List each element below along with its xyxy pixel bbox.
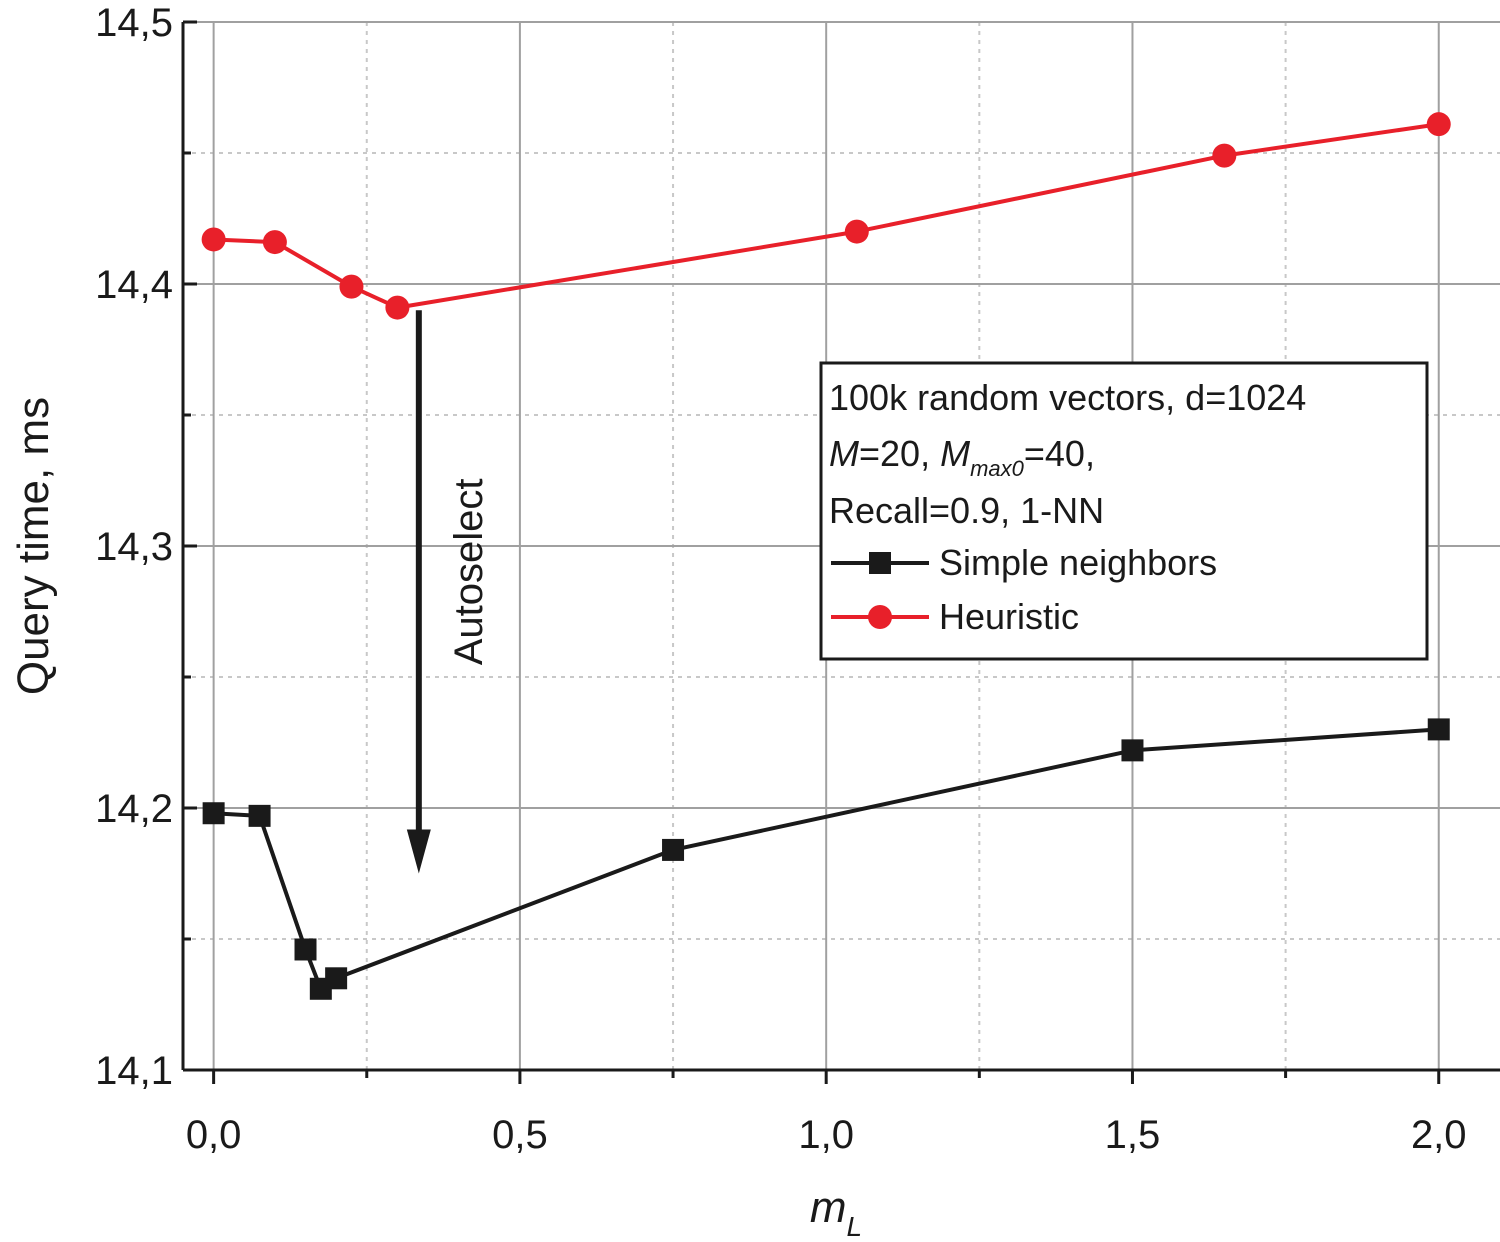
y-tick-label: 14,5 [95, 1, 173, 45]
x-tick-label: 0,5 [492, 1113, 548, 1157]
heuristic-point [844, 219, 869, 244]
legend-line-part: =40, [1024, 433, 1095, 474]
legend-line-part: M [940, 433, 970, 474]
legend-entry-label: Heuristic [939, 596, 1079, 637]
y-axis-title: Query time, ms [9, 397, 58, 695]
heuristic-point [339, 274, 364, 299]
simple-neighbors-point [1121, 739, 1144, 762]
series-layer [201, 112, 1451, 1000]
x-axis-title-main: m [810, 1183, 847, 1232]
x-tick-label: 0,0 [186, 1113, 242, 1157]
axis-titles: Query time, ms mL [9, 397, 862, 1242]
legend-line: M=20, Mmax0=40, [829, 433, 1095, 481]
annotation-arrow-head [406, 829, 431, 874]
legend: 100k random vectors, d=1024 M=20, Mmax0=4… [819, 361, 1429, 661]
annotation-layer: Autoselect [406, 310, 491, 874]
legend-line-part: max0 [970, 456, 1025, 481]
legend-line: 100k random vectors, d=1024 [829, 377, 1306, 418]
minor-grid [183, 22, 1500, 1070]
heuristic-point [1212, 143, 1237, 168]
legend-line-part: M [829, 433, 859, 474]
x-axis-title: mL [810, 1183, 862, 1242]
legend-line-part: 100k random vectors, d=1024 [829, 377, 1306, 418]
legend-line: Recall=0.9, 1-NN [829, 490, 1104, 531]
legend-swatch-simple-neighbors-marker [869, 552, 891, 574]
y-tick-label: 14,4 [95, 263, 173, 307]
simple-neighbors-point [202, 802, 225, 825]
heuristic-point [385, 295, 410, 320]
y-tick-label: 14,2 [95, 787, 173, 831]
annotation-label: Autoselect [447, 478, 491, 665]
simple-neighbors-point [325, 967, 348, 990]
heuristic-point [201, 227, 226, 252]
simple-neighbors-point [1427, 718, 1450, 741]
heuristic-point [1426, 112, 1451, 137]
y-tick-label: 14,1 [95, 1049, 173, 1093]
simple-neighbors-point [248, 804, 271, 827]
heuristic-point [262, 230, 287, 255]
legend-line-part: Recall=0.9, 1-NN [829, 490, 1104, 531]
x-tick-label: 1,0 [798, 1113, 854, 1157]
legend-swatch-heuristic-marker [868, 605, 892, 629]
ticks: 14,1 14,2 14,3 14,4 14,5 0,0 0,5 1,0 1,5 2,0 [95, 1, 1466, 1157]
simple-neighbors-point [662, 838, 685, 861]
y-tick-label: 14,3 [95, 525, 173, 569]
x-axis-title-sub: L [847, 1211, 863, 1242]
simple-neighbors-point [294, 938, 317, 961]
legend-line-part: =20, [859, 433, 940, 474]
legend-box [819, 361, 1429, 661]
x-tick-label: 2,0 [1411, 1113, 1467, 1157]
x-tick-label: 1,5 [1105, 1113, 1161, 1157]
legend-entry-label: Simple neighbors [939, 542, 1217, 583]
